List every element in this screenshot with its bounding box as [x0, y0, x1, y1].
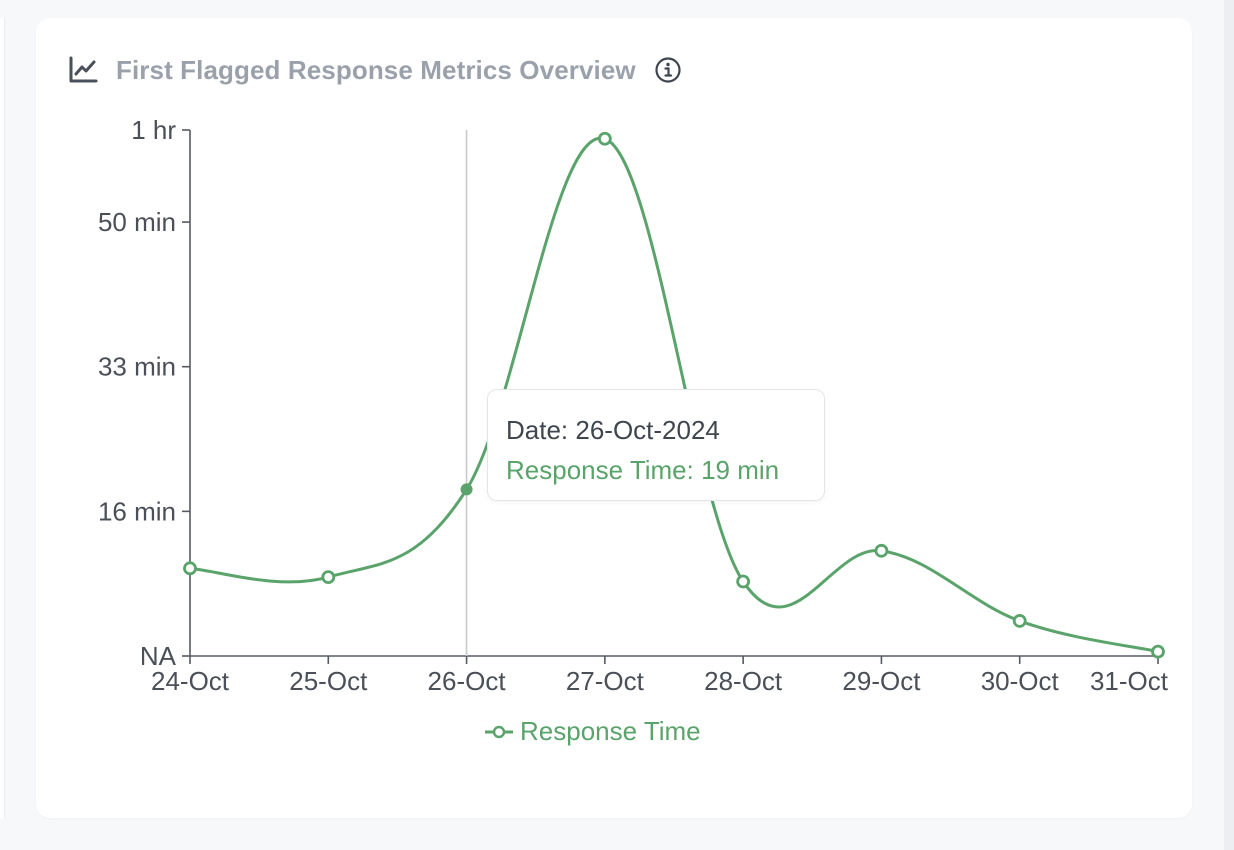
- data-point[interactable]: [597, 131, 612, 146]
- data-point[interactable]: [321, 570, 336, 584]
- data-point[interactable]: [736, 574, 751, 589]
- info-icon[interactable]: [654, 56, 682, 84]
- x-tick-label: 26-Oct: [428, 666, 507, 696]
- data-point[interactable]: [1012, 614, 1027, 628]
- data-point[interactable]: [1151, 644, 1165, 659]
- response-time-line-chart[interactable]: NA 16 min 33 min 50 min 1 hr 24-Oct 25-Oct 26-O…: [36, 18, 1192, 818]
- x-tick-label: 24-Oct: [151, 666, 230, 696]
- series-line: [189, 136, 1159, 654]
- data-point-active[interactable]: [460, 483, 473, 496]
- scrollbar-track[interactable]: [1224, 0, 1234, 850]
- y-tick-label: NA: [140, 641, 177, 671]
- y-tick-label: 33 min: [98, 352, 176, 382]
- x-tick-label: 30-Oct: [981, 666, 1060, 696]
- x-tick-label: 28-Oct: [704, 666, 783, 696]
- chart-legend[interactable]: Response Time: [484, 716, 701, 747]
- tooltip-value: Response Time: 19 min: [506, 455, 780, 485]
- data-point[interactable]: [874, 543, 889, 558]
- x-tick-label: 27-Oct: [566, 666, 645, 696]
- x-tick-label: 29-Oct: [842, 666, 921, 696]
- legend-label: Response Time: [520, 716, 701, 746]
- line-chart-icon: [69, 56, 98, 83]
- y-tick-label: 1 hr: [131, 115, 176, 145]
- x-tick-label: 31-Oct: [1090, 666, 1169, 696]
- chart-tooltip: Date: 26-Oct-2024 Response Time: 19 min: [487, 389, 825, 501]
- response-metrics-card: First Flagged Response Metrics Overview …: [36, 18, 1192, 818]
- y-tick-label: 16 min: [98, 496, 176, 526]
- tooltip-date: Date: 26-Oct-2024: [506, 415, 720, 445]
- card-title: First Flagged Response Metrics Overview: [116, 54, 636, 85]
- adjacent-panel-edge: [0, 18, 5, 818]
- x-tick-label: 25-Oct: [289, 666, 368, 696]
- card-header: First Flagged Response Metrics Overview: [68, 50, 682, 90]
- data-point[interactable]: [183, 561, 197, 576]
- legend-line-marker-icon: [485, 725, 513, 738]
- y-tick-label: 50 min: [98, 207, 176, 237]
